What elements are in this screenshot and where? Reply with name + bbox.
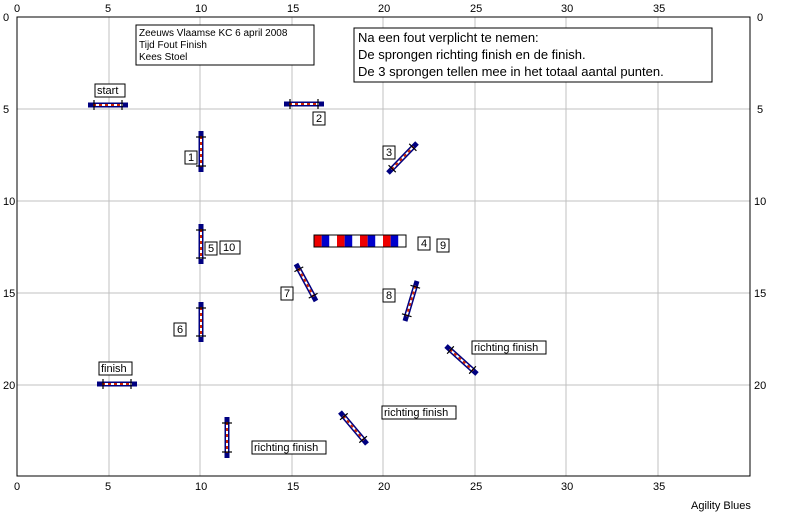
tunnel [313,234,407,248]
obstacle-number: 1 [184,150,198,165]
tunnel-segment [383,235,391,247]
jump-8 [401,280,421,322]
y-axis-right: 0 5 10 15 20 [754,12,766,392]
svg-text:8: 8 [386,290,392,302]
svg-text:7: 7 [284,288,290,300]
y-tick-label: 10 [3,196,15,208]
y-tick-label: 15 [3,288,15,300]
y-tick-label: 10 [754,196,766,208]
finish-label: finish [98,361,133,376]
x-tick-label: 20 [378,3,390,15]
x-tick-label: 15 [287,481,299,493]
x-tick-label: 5 [105,3,111,15]
obstacle-number: 6 [173,322,187,337]
info-line: Zeeuws Vlaamse KC 6 april 2008 [139,28,288,39]
jump-2 [284,99,324,109]
jump-5-10 [196,224,206,264]
tunnel-segment [337,235,345,247]
svg-text:richting finish: richting finish [254,442,318,454]
x-tick-label: 0 [14,481,20,493]
grid [17,17,750,476]
rules-info-box: Na een fout verplicht te nemen: De spron… [353,27,713,83]
x-tick-label: 10 [195,481,207,493]
tunnel-segment [367,235,376,247]
svg-text:5: 5 [208,243,214,255]
start-jump [88,100,128,110]
x-tick-label: 15 [287,3,299,15]
x-tick-label: 25 [470,481,482,493]
x-tick-label: 30 [561,3,573,15]
x-tick-label: 5 [105,481,111,493]
y-tick-label: 0 [757,12,763,24]
y-tick-label: 20 [3,380,15,392]
y-tick-label: 0 [3,12,9,24]
y-tick-label: 5 [757,104,763,116]
info-line: Tijd Fout Finish [139,40,207,51]
tunnel-segment [329,235,337,247]
jump-richting-finish-2 [338,410,369,446]
tunnel-segment [360,235,368,247]
info-line: Kees Stoel [139,52,187,63]
info-line: Na een fout verplicht te nemen: [358,30,539,45]
jump-6 [196,302,206,342]
y-tick-label: 15 [754,288,766,300]
start-label: start [94,83,126,98]
x-axis-top: 0 5 10 15 20 25 30 35 [14,3,665,15]
obstacle-number: 3 [382,145,396,160]
jump-3 [386,141,419,175]
svg-text:1: 1 [188,152,194,164]
x-tick-label: 35 [653,481,665,493]
jump-richting-finish-3 [222,417,232,458]
y-tick-label: 5 [3,104,9,116]
jump-7 [293,262,319,303]
svg-text:2: 2 [316,113,322,125]
svg-text:richting finish: richting finish [474,342,538,354]
svg-text:finish: finish [101,363,127,375]
tunnel-segment [398,235,406,247]
x-tick-label: 0 [14,3,20,15]
event-info-box: Zeeuws Vlaamse KC 6 april 2008 Tijd Fout… [135,24,315,66]
svg-text:3: 3 [386,147,392,159]
tunnel-segment [390,235,399,247]
svg-text:start: start [97,85,118,97]
jump-richting-finish-1 [444,344,479,376]
richting-finish-label: richting finish [471,340,547,355]
credit-text: Agility Blues [691,500,751,512]
richting-finish-label: richting finish [251,440,327,455]
y-tick-label: 20 [754,380,766,392]
tunnel-segment [344,235,353,247]
obstacle-number: 2 [312,111,326,126]
svg-text:10: 10 [223,242,235,254]
svg-text:4: 4 [421,238,427,250]
x-axis-bottom: 0 5 10 15 20 25 30 35 [14,481,665,493]
finish-jump [97,379,137,389]
y-axis-left: 0 5 10 15 20 [3,12,15,392]
x-tick-label: 35 [653,3,665,15]
obstacle-number: 8 [382,288,396,303]
tunnel-segment [321,235,330,247]
jump-1 [196,131,206,172]
tunnel-segment [375,235,383,247]
jumps [88,99,479,458]
x-tick-label: 20 [378,481,390,493]
field-border [16,16,751,477]
svg-text:9: 9 [440,240,446,252]
tunnel-segment [314,235,322,247]
obstacle-number: 9 [436,238,450,253]
x-tick-label: 30 [561,481,573,493]
obstacle-number: 10 [219,240,241,255]
info-line: De sprongen richting finish en de finish… [358,47,586,62]
svg-text:richting finish: richting finish [384,407,448,419]
richting-finish-label: richting finish [381,405,457,420]
x-tick-label: 10 [195,3,207,15]
info-line: De 3 sprongen tellen mee in het totaal a… [358,64,664,79]
x-tick-label: 25 [470,3,482,15]
obstacle-number: 7 [280,286,294,301]
svg-text:6: 6 [177,324,183,336]
tunnel-segment [352,235,360,247]
obstacle-number: 5 [204,241,218,256]
obstacle-number: 4 [417,236,431,251]
